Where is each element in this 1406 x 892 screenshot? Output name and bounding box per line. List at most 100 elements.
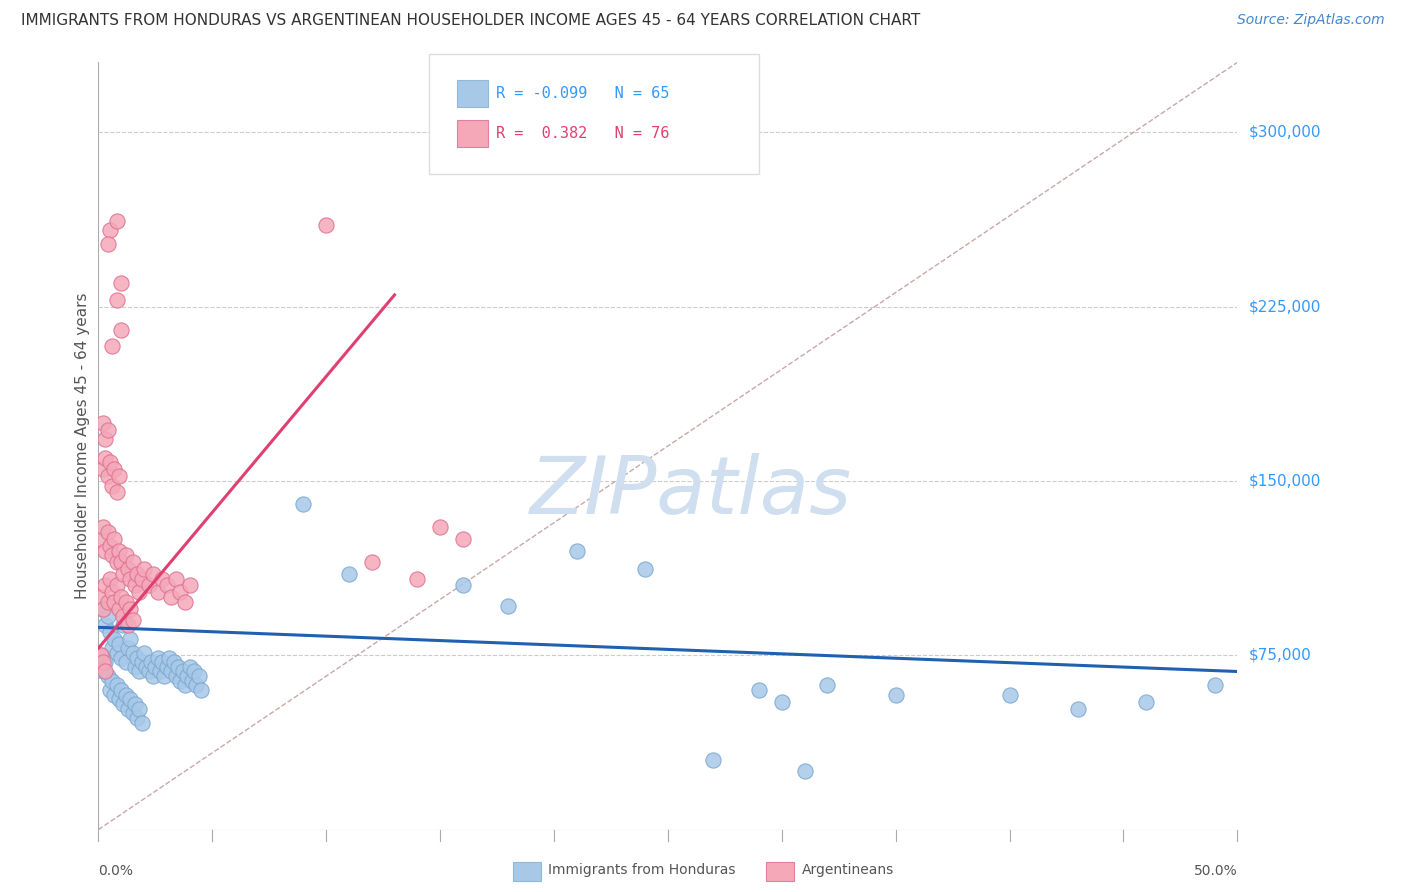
Point — [131, 715, 153, 730]
Point — [108, 692, 131, 706]
Point — [121, 706, 143, 721]
Point — [96, 524, 118, 539]
Point — [190, 683, 212, 698]
Point — [292, 497, 315, 511]
Point — [94, 432, 117, 446]
Point — [91, 520, 114, 534]
Point — [139, 655, 162, 669]
Point — [112, 697, 135, 711]
Point — [94, 618, 117, 632]
Point — [110, 323, 132, 337]
Point — [105, 293, 128, 307]
Point — [150, 655, 173, 669]
Point — [121, 646, 143, 660]
Point — [132, 562, 155, 576]
Text: IMMIGRANTS FROM HONDURAS VS ARGENTINEAN HOUSEHOLDER INCOME AGES 45 - 64 YEARS CO: IMMIGRANTS FROM HONDURAS VS ARGENTINEAN … — [21, 13, 921, 29]
Point — [172, 665, 194, 679]
Point — [101, 585, 124, 599]
Point — [101, 641, 124, 656]
Text: Argentineans: Argentineans — [801, 863, 894, 877]
Text: 0.0%: 0.0% — [98, 864, 134, 879]
Point — [150, 572, 173, 586]
Point — [94, 543, 117, 558]
Point — [451, 578, 474, 592]
Point — [121, 555, 143, 569]
Point — [120, 572, 142, 586]
Text: $75,000: $75,000 — [1249, 648, 1312, 663]
Point — [101, 548, 124, 562]
Point — [169, 673, 191, 688]
Point — [110, 650, 132, 665]
Point — [174, 595, 197, 609]
Point — [105, 678, 128, 692]
Text: R =  0.382   N = 76: R = 0.382 N = 76 — [496, 127, 669, 141]
Point — [160, 590, 183, 604]
Point — [132, 646, 155, 660]
Point — [94, 578, 117, 592]
Point — [90, 648, 112, 663]
Point — [451, 532, 474, 546]
Point — [105, 213, 128, 227]
Point — [127, 566, 149, 581]
Point — [702, 753, 724, 767]
Point — [337, 566, 360, 581]
Point — [360, 555, 382, 569]
Text: $225,000: $225,000 — [1249, 299, 1322, 314]
Point — [187, 669, 209, 683]
Point — [105, 578, 128, 592]
Point — [96, 236, 118, 251]
Point — [156, 660, 179, 674]
Point — [1067, 701, 1090, 715]
Point — [98, 683, 121, 698]
Point — [179, 660, 201, 674]
Point — [103, 462, 125, 476]
Point — [96, 469, 118, 483]
Point — [142, 669, 165, 683]
Point — [91, 462, 114, 476]
Point — [103, 595, 125, 609]
Point — [112, 618, 135, 632]
Point — [117, 618, 139, 632]
Point — [142, 566, 165, 581]
Point — [114, 688, 136, 702]
Point — [108, 543, 131, 558]
Point — [128, 665, 150, 679]
Text: $300,000: $300,000 — [1249, 125, 1322, 140]
Point — [146, 650, 169, 665]
Point — [98, 455, 121, 469]
Point — [180, 673, 202, 688]
Point — [315, 218, 337, 232]
Point — [124, 578, 146, 592]
Point — [124, 660, 146, 674]
Point — [105, 485, 128, 500]
Text: 50.0%: 50.0% — [1194, 864, 1237, 879]
Point — [108, 637, 131, 651]
Point — [90, 648, 112, 663]
Point — [998, 688, 1021, 702]
Point — [114, 595, 136, 609]
Point — [165, 572, 187, 586]
Point — [793, 764, 815, 779]
Point — [884, 688, 907, 702]
Point — [110, 277, 132, 291]
Text: ZIPatlas: ZIPatlas — [530, 453, 852, 531]
Point — [162, 655, 184, 669]
Point — [117, 641, 139, 656]
Point — [110, 683, 132, 698]
Point — [131, 655, 153, 669]
Point — [120, 632, 142, 646]
Point — [114, 548, 136, 562]
Point — [96, 669, 118, 683]
Point — [94, 655, 117, 669]
Point — [101, 339, 124, 353]
Point — [120, 601, 142, 615]
Point — [103, 532, 125, 546]
Point — [90, 590, 112, 604]
Point — [98, 223, 121, 237]
Point — [112, 608, 135, 623]
Point — [153, 669, 176, 683]
Point — [498, 599, 520, 614]
Text: Source: ZipAtlas.com: Source: ZipAtlas.com — [1237, 13, 1385, 28]
Point — [183, 665, 205, 679]
Point — [169, 585, 191, 599]
